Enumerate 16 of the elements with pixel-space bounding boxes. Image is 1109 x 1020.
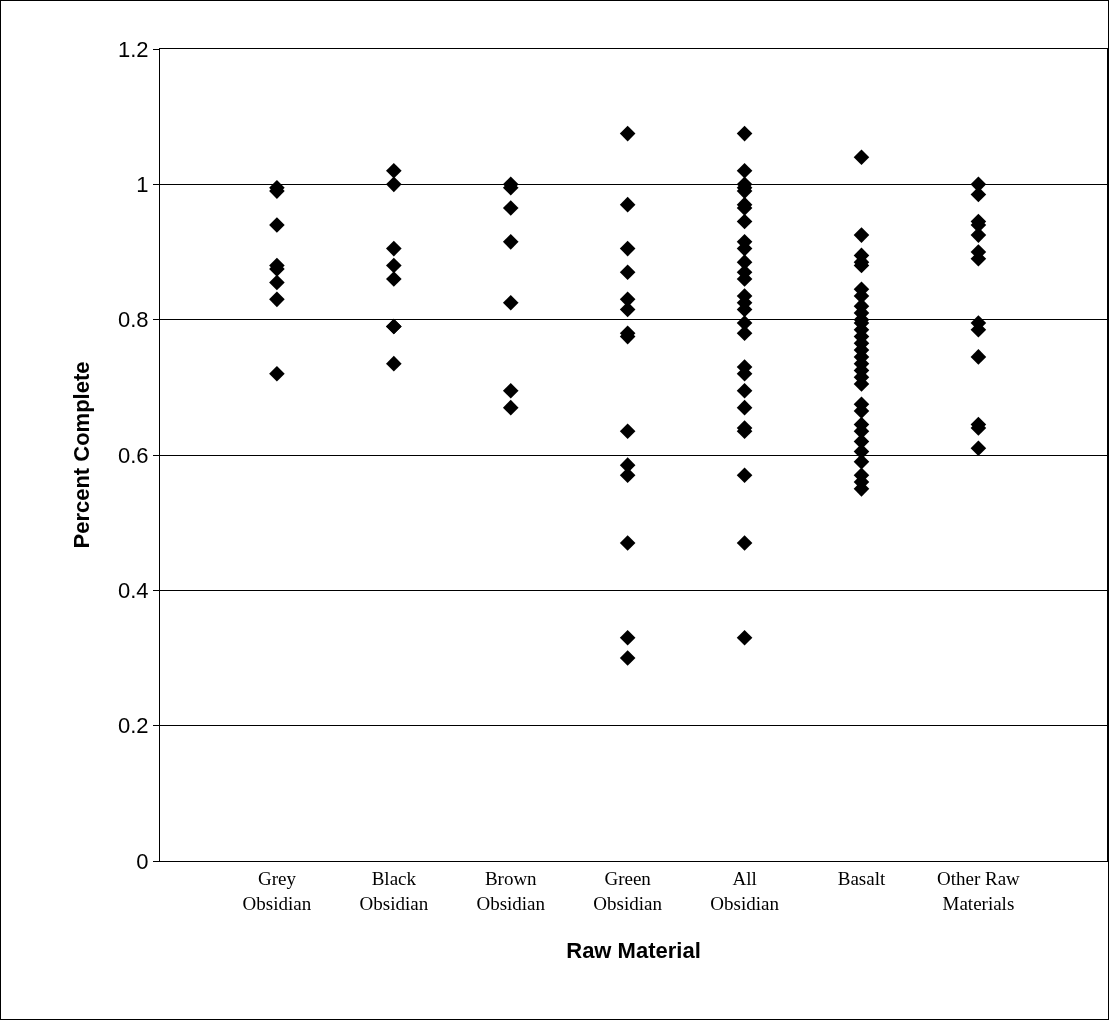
x-tick-label: Other Raw Materials (936, 867, 1021, 914)
y-tick-label: 0.6 (118, 442, 149, 468)
y-tick-label: 1 (136, 172, 149, 198)
x-axis-title: Raw Material (566, 938, 701, 964)
x-tick-label: Grey Obsidian (242, 867, 312, 914)
y-tick-label: 0.4 (118, 578, 149, 604)
x-tick-label: Black Obsidian (359, 867, 429, 914)
y-tick-label: 0.2 (118, 713, 149, 739)
x-tick-label: Basalt (837, 867, 886, 889)
y-tick-label: 0.8 (118, 307, 149, 333)
y-tick-label: 1.2 (118, 36, 149, 62)
x-tick-label: Brown Obsidian (476, 867, 546, 914)
y-axis-title: Percent Complete (68, 361, 94, 549)
x-tick-label: Green Obsidian (593, 867, 663, 914)
x-tick-label: All Obsidian (710, 867, 780, 914)
y-tick-label: 0 (136, 848, 149, 874)
